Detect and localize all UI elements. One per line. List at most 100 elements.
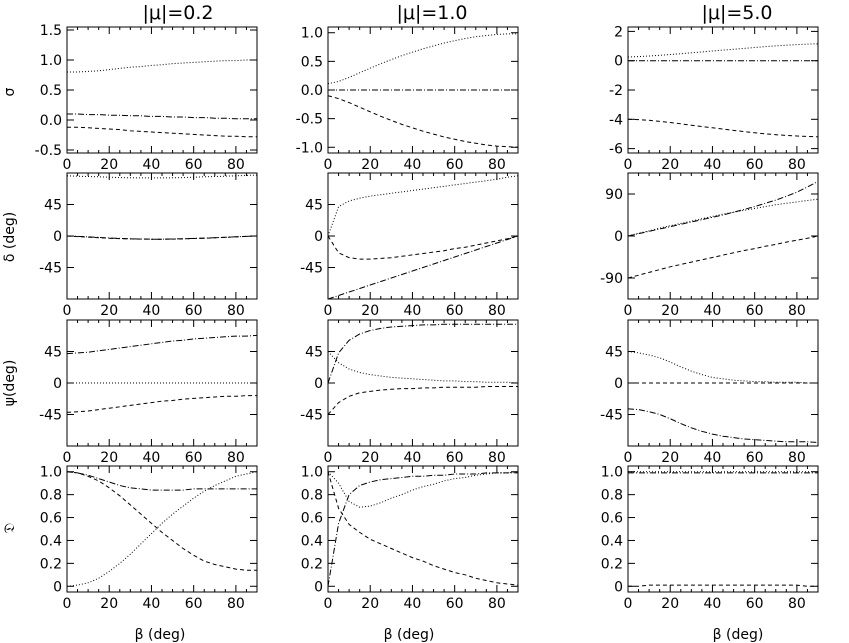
y-tick-label: 0.6 [301, 511, 323, 527]
y-tick-label: 0.8 [301, 488, 323, 504]
y-tick-label: 1.0 [601, 465, 623, 481]
y-tick-label: 0.2 [40, 556, 62, 572]
x-tick-label: 0 [324, 157, 333, 173]
series-line-dashed [628, 235, 818, 279]
series-line-dotted [67, 471, 257, 587]
y-tick-label: 1.0 [301, 465, 323, 481]
x-tick-label: 80 [788, 303, 806, 319]
y-tick-label: 45 [44, 345, 62, 361]
x-tick-label: 20 [661, 303, 679, 319]
y-tick-label: -45 [39, 261, 62, 277]
x-axis-label-col-3: β (deg) [713, 627, 764, 643]
x-tick-label: 60 [746, 303, 764, 319]
x-tick-label: 80 [788, 157, 806, 173]
y-tick-label: 0 [53, 229, 62, 245]
x-tick-label: 80 [227, 596, 245, 612]
x-tick-label: 40 [704, 303, 722, 319]
x-tick-label: 0 [324, 596, 333, 612]
row-ylabel-psi: ψ(deg) [2, 360, 18, 407]
x-tick-label: 0 [624, 157, 633, 173]
panel-r1-c2: 0 20 40 60 80 1.0 0.5 0.0 -0.5 -1.0 [296, 26, 519, 173]
x-tick-label: 0 [63, 450, 72, 466]
series-line-dashed [67, 395, 257, 413]
x-tick-label: 40 [143, 303, 161, 319]
series-line-dashed [67, 126, 257, 138]
y-tick-label: 0 [314, 579, 323, 595]
x-tick-label: 0 [624, 303, 633, 319]
x-tick-label: 20 [361, 157, 379, 173]
y-tick-label: 0.4 [301, 533, 323, 549]
y-tick-label: 45 [305, 198, 323, 214]
x-tick-label: 40 [404, 596, 422, 612]
y-tick-label: 0.6 [601, 511, 623, 527]
x-tick-label: 0 [624, 450, 633, 466]
y-tick-label: -45 [39, 408, 62, 424]
x-tick-label: 80 [488, 450, 506, 466]
column-title-mu-5-0: |μ|=5.0 [701, 2, 772, 24]
x-tick-label: 60 [446, 157, 464, 173]
panel-r2-c1: 0 20 40 60 80 45 0 -45 [39, 172, 258, 319]
series-line-dashed [628, 118, 818, 138]
y-tick-label: 0.5 [301, 54, 323, 70]
x-tick-label: 80 [788, 450, 806, 466]
x-tick-label: 40 [404, 450, 422, 466]
y-tick-label: -90 [600, 271, 623, 287]
x-tick-label: 20 [661, 450, 679, 466]
y-tick-label: -45 [300, 408, 323, 424]
y-tick-label: -45 [300, 261, 323, 277]
y-tick-label: 0 [614, 229, 623, 245]
x-tick-label: 60 [446, 303, 464, 319]
y-tick-label: 45 [305, 345, 323, 361]
y-tick-label: 45 [605, 345, 623, 361]
panel-r3-c2: 0 20 40 60 80 45 0 -45 [300, 319, 519, 466]
x-tick-label: 20 [361, 450, 379, 466]
series-line-dashed [328, 235, 518, 260]
x-tick-label: 0 [324, 303, 333, 319]
x-tick-label: 0 [63, 596, 72, 612]
x-axis-label-col-2: β (deg) [384, 627, 435, 643]
x-tick-label: 20 [100, 157, 118, 173]
y-tick-label: 45 [44, 198, 62, 214]
y-tick-label: 0 [614, 376, 623, 392]
x-tick-label: 40 [143, 450, 161, 466]
y-tick-label: -0.5 [35, 143, 62, 159]
x-tick-label: 80 [227, 157, 245, 173]
series-line-dotted [328, 471, 518, 508]
x-tick-label: 20 [361, 596, 379, 612]
y-tick-label: 0 [614, 54, 623, 70]
series-line-dash-dot [67, 235, 257, 240]
y-tick-label: 0.4 [40, 533, 62, 549]
series-line-dashed [67, 235, 257, 240]
x-tick-label: 0 [624, 596, 633, 612]
series-line-dash-dot [328, 235, 518, 299]
x-tick-label: 60 [185, 157, 203, 173]
x-tick-label: 20 [100, 450, 118, 466]
x-tick-label: 60 [446, 450, 464, 466]
x-tick-label: 20 [361, 303, 379, 319]
y-tick-label: 0 [53, 376, 62, 392]
row-ylabel-delta: δ (deg) [2, 212, 18, 262]
series-line-dash-dot [628, 408, 818, 443]
panel-grid: 0 20 40 60 801.51.00.50.0-0.50 20 40 60 801.00.5… [35, 23, 819, 612]
panel-r3-c3: 0 20 40 60 80 45 0 -45 [600, 319, 819, 466]
row-ylabel-sigma: σ [2, 87, 18, 96]
y-tick-label: 0.2 [601, 556, 623, 572]
x-tick-label: 60 [446, 596, 464, 612]
x-tick-label: 40 [704, 450, 722, 466]
series-line-dotted [328, 351, 518, 384]
x-tick-label: 60 [185, 303, 203, 319]
series-line-dotted [328, 33, 518, 85]
series-line-dashed [628, 584, 818, 587]
column-title-mu-0-2: |μ|=0.2 [142, 2, 213, 24]
panel-r4-c3: 0 20 40 60 80 1.0 0.8 0.6 0.4 0.2 0 [601, 465, 819, 612]
x-tick-label: 80 [488, 303, 506, 319]
x-tick-label: 80 [488, 157, 506, 173]
y-tick-label: -45 [600, 408, 623, 424]
x-tick-label: 60 [746, 596, 764, 612]
y-tick-label: 0 [314, 376, 323, 392]
x-tick-label: 80 [788, 596, 806, 612]
